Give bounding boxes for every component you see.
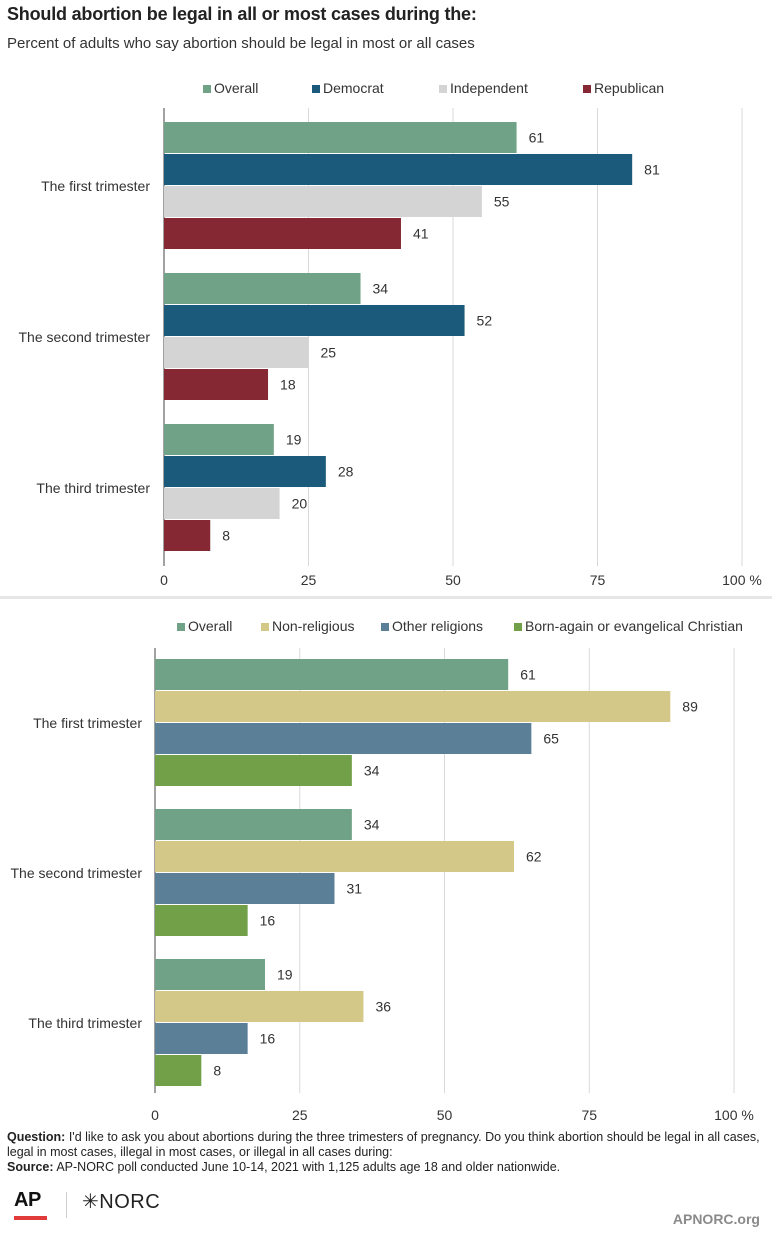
bar-1-0 bbox=[155, 809, 352, 840]
legend-label-2: Other religions bbox=[392, 618, 483, 634]
bar-label-0-2: 55 bbox=[494, 194, 510, 210]
chart-subtitle: Percent of adults who say abortion shoul… bbox=[7, 35, 475, 52]
legend-label-3: Republican bbox=[594, 80, 664, 96]
bar-label-1-2: 25 bbox=[321, 345, 337, 361]
bar-label-1-2: 31 bbox=[346, 881, 362, 897]
bar-label-0-0: 61 bbox=[520, 667, 536, 683]
bar-label-2-3: 8 bbox=[222, 528, 230, 544]
category-label-1: The second trimester bbox=[19, 329, 151, 345]
tick-label-2: 50 bbox=[445, 572, 461, 588]
bar-label-0-1: 81 bbox=[644, 162, 660, 178]
bar-label-2-1: 36 bbox=[375, 999, 391, 1015]
bar-label-0-1: 89 bbox=[682, 699, 698, 715]
bar-label-0-3: 34 bbox=[364, 763, 380, 779]
category-label-2: The third trimester bbox=[36, 480, 150, 496]
bar-label-1-0: 34 bbox=[364, 817, 380, 833]
bar-label-0-0: 61 bbox=[529, 130, 545, 146]
bar-label-1-1: 62 bbox=[526, 849, 542, 865]
bar-1-1 bbox=[164, 305, 465, 336]
logo-separator bbox=[66, 1192, 67, 1218]
bar-2-3 bbox=[155, 1055, 202, 1086]
bar-0-0 bbox=[155, 659, 509, 690]
footer-note: Question: I'd like to ask you about abor… bbox=[7, 1130, 767, 1175]
bar-label-2-3: 8 bbox=[213, 1063, 221, 1079]
bar-2-1 bbox=[155, 991, 364, 1022]
category-label-0: The first trimester bbox=[41, 178, 150, 194]
bar-label-1-1: 52 bbox=[477, 313, 493, 329]
ap-logo: AP bbox=[14, 1189, 41, 1211]
legend-label-3: Born-again or evangelical Christian bbox=[525, 618, 743, 634]
category-label-1: The second trimester bbox=[11, 865, 143, 881]
chart-party: Overall Democrat Independent Republican6181… bbox=[19, 80, 762, 588]
question-label: Question: bbox=[7, 1130, 66, 1144]
legend-swatch-2 bbox=[381, 623, 389, 631]
bar-2-0 bbox=[164, 424, 274, 455]
tick-label-1: 25 bbox=[301, 572, 317, 588]
bar-0-0 bbox=[164, 122, 517, 153]
bar-label-0-3: 41 bbox=[413, 226, 429, 242]
bar-2-3 bbox=[164, 520, 211, 551]
bar-0-2 bbox=[155, 723, 532, 754]
tick-label-1: 25 bbox=[292, 1107, 308, 1123]
tick-label-0: 0 bbox=[151, 1107, 159, 1123]
site-url[interactable]: APNORC.org bbox=[672, 1211, 760, 1227]
bar-1-2 bbox=[164, 337, 309, 368]
bar-label-2-1: 28 bbox=[338, 464, 354, 480]
bar-label-1-3: 18 bbox=[280, 377, 296, 393]
bar-1-3 bbox=[164, 369, 269, 400]
legend-label-1: Non-religious bbox=[272, 618, 354, 634]
source-text: AP-NORC poll conducted June 10-14, 2021 … bbox=[56, 1160, 561, 1174]
source-label: Source: bbox=[7, 1160, 54, 1174]
tick-label-2: 50 bbox=[437, 1107, 453, 1123]
bar-label-2-0: 19 bbox=[277, 967, 293, 983]
bar-1-0 bbox=[164, 273, 361, 304]
tick-label-4: 100 % bbox=[714, 1107, 754, 1123]
bar-label-2-2: 20 bbox=[292, 496, 308, 512]
chart-title: Should abortion be legal in all or most … bbox=[7, 4, 477, 24]
ap-logo-underline bbox=[14, 1216, 47, 1220]
norc-logo: ✳NORC bbox=[82, 1191, 161, 1213]
bar-0-3 bbox=[164, 218, 401, 249]
tick-label-3: 75 bbox=[590, 572, 606, 588]
bar-2-2 bbox=[155, 1023, 248, 1054]
category-label-2: The third trimester bbox=[28, 1015, 142, 1031]
bar-1-1 bbox=[155, 841, 514, 872]
legend-label-2: Independent bbox=[450, 80, 528, 96]
tick-label-4: 100 % bbox=[722, 572, 762, 588]
legend-swatch-0 bbox=[177, 623, 185, 631]
bar-2-0 bbox=[155, 959, 266, 990]
legend-swatch-3 bbox=[514, 623, 522, 631]
bar-0-1 bbox=[164, 154, 633, 185]
bar-label-0-2: 65 bbox=[543, 731, 559, 747]
legend-swatch-0 bbox=[203, 85, 211, 93]
bar-label-2-2: 16 bbox=[260, 1031, 276, 1047]
bar-2-1 bbox=[164, 456, 326, 487]
question-text: I'd like to ask you about abortions duri… bbox=[7, 1130, 760, 1159]
legend-swatch-1 bbox=[261, 623, 269, 631]
legend-swatch-3 bbox=[583, 85, 591, 93]
category-label-0: The first trimester bbox=[33, 715, 142, 731]
bar-0-2 bbox=[164, 186, 482, 217]
tick-label-3: 75 bbox=[581, 1107, 597, 1123]
legend-swatch-2 bbox=[439, 85, 447, 93]
bar-label-2-0: 19 bbox=[286, 432, 302, 448]
section-divider bbox=[0, 596, 772, 599]
bar-label-1-0: 34 bbox=[373, 281, 389, 297]
chart-religion: Overall Non-religious Other religions Born-… bbox=[11, 618, 754, 1123]
bar-1-2 bbox=[155, 873, 335, 904]
legend-swatch-1 bbox=[312, 85, 320, 93]
legend-label-1: Democrat bbox=[323, 80, 384, 96]
legend-label-0: Overall bbox=[188, 618, 232, 634]
bar-1-3 bbox=[155, 905, 248, 936]
tick-label-0: 0 bbox=[160, 572, 168, 588]
bar-label-1-3: 16 bbox=[260, 913, 276, 929]
bar-2-2 bbox=[164, 488, 280, 519]
legend-label-0: Overall bbox=[214, 80, 258, 96]
bar-0-3 bbox=[155, 755, 352, 786]
bar-0-1 bbox=[155, 691, 671, 722]
